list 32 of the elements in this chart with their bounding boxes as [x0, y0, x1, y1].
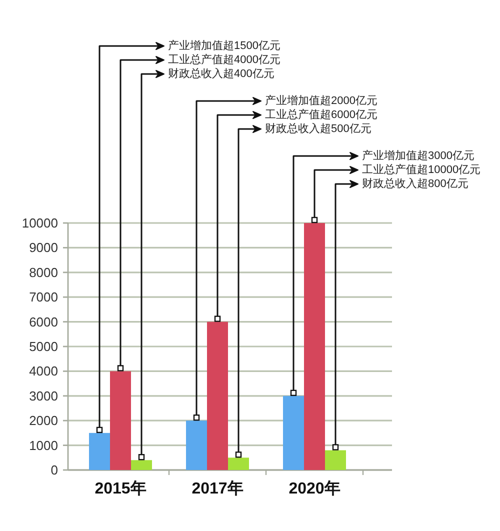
x-tick-label: 2015年 — [94, 480, 146, 498]
bar — [110, 371, 131, 470]
bar — [131, 460, 152, 470]
text: 财政总收入超400亿元 — [168, 67, 274, 80]
bar — [89, 432, 110, 470]
y-tick-label: 4000 — [29, 364, 58, 379]
text: 财政总收入超500亿元 — [265, 122, 372, 135]
x-tick-label: 2020年 — [288, 480, 340, 498]
x-tick-label: 2017年 — [192, 480, 244, 498]
text: 工业总产值超4000亿元 — [168, 53, 280, 66]
y-tick-label: 9000 — [29, 240, 58, 256]
bar — [207, 322, 228, 470]
y-tick-label: 8000 — [29, 264, 58, 280]
text: 产业增加值超1500亿元 — [168, 39, 280, 52]
y-tick-label: 7000 — [29, 290, 58, 305]
bar — [228, 458, 249, 470]
text: 工业总产值超10000亿元 — [362, 163, 481, 176]
text: 工业总产值超6000亿元 — [265, 108, 378, 121]
bar — [304, 223, 325, 470]
y-tick-label: 6000 — [29, 314, 58, 330]
bar — [325, 450, 346, 470]
y-tick-label: 5000 — [29, 339, 58, 354]
text: 产业增加值超2000亿元 — [265, 94, 378, 107]
bar — [186, 420, 207, 470]
y-tick-label: 2000 — [29, 413, 58, 428]
y-tick-label: 10000 — [22, 216, 58, 230]
text: 财政总收入超800亿元 — [362, 177, 468, 190]
text: 产业增加值超3000亿元 — [362, 149, 474, 162]
y-tick-label: 0 — [50, 462, 58, 478]
y-tick-label: 1000 — [29, 438, 58, 453]
bar — [283, 396, 304, 470]
y-tick-label: 3000 — [29, 388, 58, 404]
